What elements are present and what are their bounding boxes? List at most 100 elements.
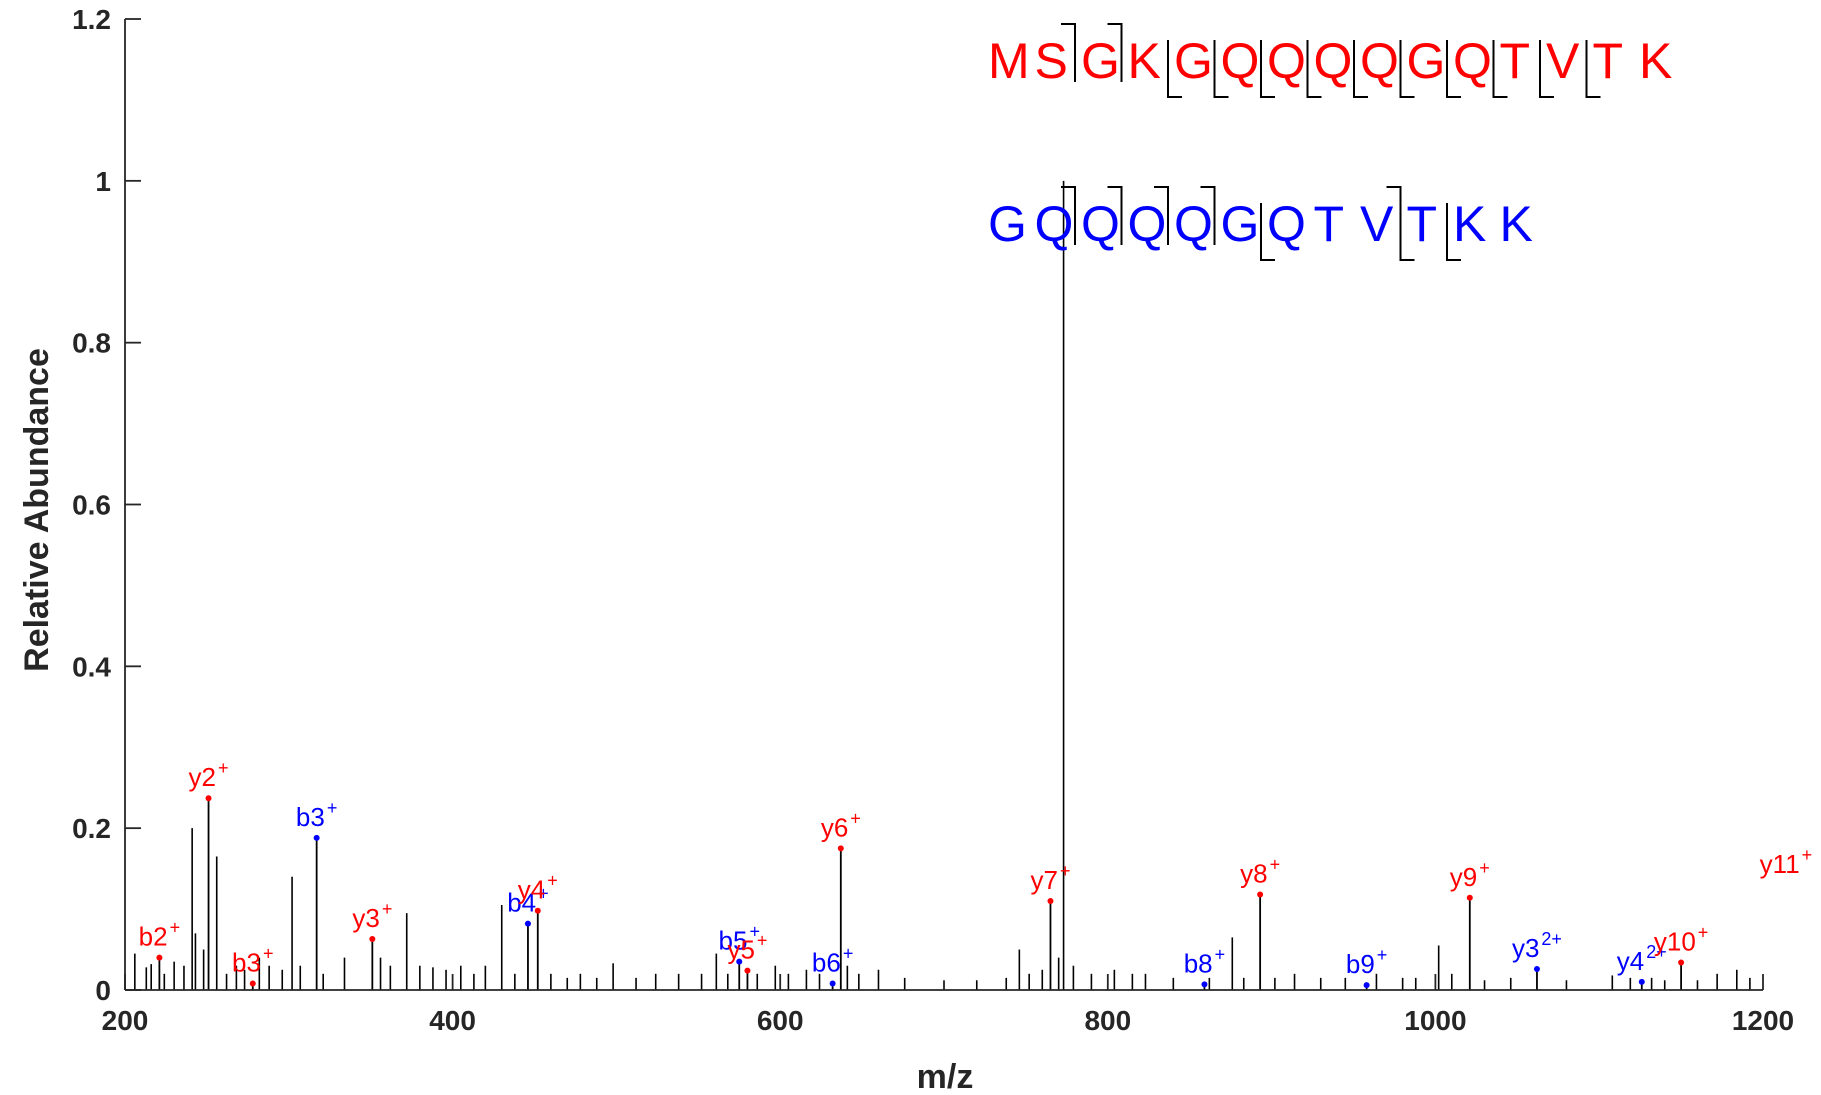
- peptide-a-letter-2: G: [1081, 33, 1120, 89]
- peak-marker-9: [829, 980, 836, 987]
- ion-label-1: y2 +: [189, 758, 229, 792]
- x-tick-label-1: 400: [429, 1005, 476, 1036]
- peptide-a-letter-4: G: [1174, 33, 1213, 89]
- ion-label-7: b5 +: [719, 922, 760, 956]
- peptide-b-b-bracket-1: [1107, 186, 1123, 245]
- y-tick-label-4: 0.8: [72, 328, 111, 359]
- ion-label-9: b6 +: [812, 944, 853, 978]
- peptide-a-y-bracket-9: [1585, 40, 1601, 98]
- x-tick-label-2: 600: [757, 1005, 804, 1036]
- peptide-b-letter-0: G: [988, 196, 1027, 252]
- ion-labels-layer: b2 + y2 + b3 + b3 + y3 + b4 +y4 + b5 +y5 + b6 + y6 + y7 + b8 + y…: [139, 758, 1813, 979]
- ion-label-11: y7 +: [1030, 861, 1070, 895]
- peak-marker-11: [1047, 897, 1054, 904]
- peptide-b-letter-2: Q: [1081, 196, 1120, 252]
- peptide-a-letter-8: Q: [1360, 33, 1399, 89]
- y-tick-label-6: 1.2: [72, 4, 111, 35]
- peptide-a-y-bracket-8: [1539, 40, 1554, 98]
- y-tick-label-3: 0.6: [72, 490, 111, 521]
- x-tick-label-0: 200: [102, 1005, 149, 1036]
- ion-label-16: y3 2+: [1512, 929, 1562, 963]
- ion-label-4: y3 +: [352, 899, 392, 933]
- peptide-a-letter-11: T: [1500, 33, 1531, 89]
- peptide-a-b-bracket-0: [1061, 23, 1076, 82]
- y-tick-label-5: 1: [95, 166, 111, 197]
- peptide-a-y-bracket-3: [1306, 40, 1322, 98]
- peptide-a-y-bracket-6: [1446, 40, 1461, 98]
- axes-layer: 0 0.2 0.4 0.6 0.8 1 1.2 200 400 600 800 1000 1200: [72, 4, 1794, 1036]
- peptide-a-y-bracket-1: [1213, 40, 1229, 98]
- ion-label-10: y6 +: [821, 808, 861, 842]
- ion-label-8: y5 +: [727, 931, 767, 965]
- peptide-a-b-bracket-1: [1107, 23, 1123, 82]
- sequence-layer: M S G K G Q Q Q Q G Q T V T KG Q Q Q Q G Q T V T K K: [988, 23, 1672, 261]
- ion-label-2: b3 +: [232, 944, 273, 978]
- peak-marker-2: [249, 980, 256, 987]
- peptide-a-y-bracket-2: [1260, 40, 1275, 98]
- peptide-b-letter-11: K: [1500, 196, 1533, 252]
- peak-marker-14: [1363, 982, 1370, 989]
- peak-marker-10: [837, 845, 844, 852]
- peptide-a-letter-3: K: [1128, 33, 1161, 89]
- peptide-a-letter-13: T: [1593, 33, 1624, 89]
- peptide-b-letter-9: T: [1407, 196, 1438, 252]
- peptide-b-letter-4: Q: [1174, 196, 1213, 252]
- x-tick-label-3: 800: [1084, 1005, 1131, 1036]
- peak-marker-16: [1533, 965, 1540, 972]
- peaks-layer: [134, 180, 1751, 990]
- peak-marker-3: [313, 834, 320, 841]
- peptide-b-y-bracket-2: [1446, 203, 1461, 261]
- peak-marker-4: [369, 936, 376, 943]
- peptide-a-letter-10: Q: [1453, 33, 1492, 89]
- peptide-b-b-bracket-2: [1154, 186, 1169, 245]
- peptide-a-y-bracket-5: [1399, 40, 1415, 98]
- peptide-a-y-bracket-4: [1353, 40, 1368, 98]
- peptide-b-letter-5: G: [1221, 196, 1260, 252]
- peak-marker-1: [205, 795, 212, 802]
- ion-label-5: b4 +: [507, 884, 548, 918]
- y-tick-label-2: 0.4: [72, 651, 111, 682]
- peptide-a-letter-14: K: [1639, 33, 1672, 89]
- ion-label-19: y11 +: [1760, 845, 1813, 879]
- y-tick-label-1: 0.2: [72, 813, 111, 844]
- peptide-a-letter-7: Q: [1314, 33, 1353, 89]
- peak-marker-13: [1257, 891, 1264, 898]
- peptide-b-letter-10: K: [1453, 196, 1486, 252]
- ion-label-0: b2 +: [139, 918, 180, 952]
- x-axis-title: m/z: [917, 1058, 974, 1095]
- ion-label-13: y8 +: [1240, 855, 1280, 889]
- peptide-a-y-bracket-7: [1492, 40, 1508, 98]
- peak-marker-0: [156, 954, 163, 961]
- y-tick-label-0: 0: [95, 975, 111, 1006]
- peak-marker-8: [744, 967, 751, 974]
- peptide-a-letter-9: G: [1407, 33, 1446, 89]
- ion-label-3: b3 +: [296, 798, 337, 832]
- peak-marker-12: [1201, 981, 1208, 988]
- peak-marker-18: [1678, 959, 1685, 966]
- peptide-b-y-bracket-0: [1260, 203, 1275, 261]
- peptide-a-letter-5: Q: [1221, 33, 1260, 89]
- y-axis-title: Relative Abundance: [18, 348, 56, 672]
- ion-label-6: y4 +: [518, 871, 558, 905]
- peptide-a-letter-6: Q: [1267, 33, 1306, 89]
- ion-label-17: y4 2+: [1617, 942, 1667, 976]
- peptide-b-letter-7: T: [1314, 196, 1345, 252]
- x-tick-label-4: 1000: [1404, 1005, 1466, 1036]
- peak-marker-6: [534, 907, 541, 914]
- peptide-b-letter-8: V: [1360, 196, 1394, 252]
- peptide-b-letter-3: Q: [1128, 196, 1167, 252]
- ion-label-18: y10 +: [1654, 922, 1708, 956]
- peptide-a-letter-1: S: [1035, 33, 1068, 89]
- ion-label-14: b9 +: [1346, 945, 1387, 979]
- peak-marker-7: [736, 958, 743, 965]
- ion-label-12: b8 +: [1184, 944, 1225, 978]
- peak-marker-5: [524, 920, 531, 927]
- peptide-b-y-bracket-1: [1399, 203, 1415, 261]
- peptide-b-letter-6: Q: [1267, 196, 1306, 252]
- peak-marker-15: [1466, 894, 1473, 901]
- peptide-b-letter-1: Q: [1035, 196, 1074, 252]
- x-tick-label-5: 1200: [1732, 1005, 1794, 1036]
- peak-marker-17: [1638, 978, 1645, 985]
